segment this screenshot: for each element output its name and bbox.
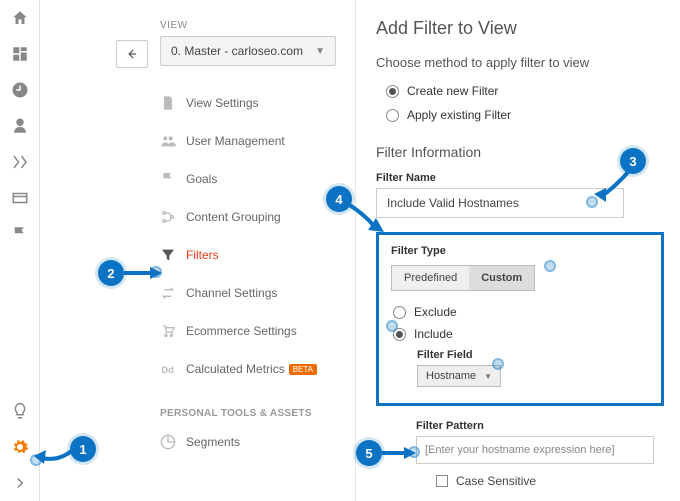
dd-icon: Dd <box>160 361 186 377</box>
step-badge-3: 3 <box>620 148 646 174</box>
flag-icon[interactable] <box>0 216 40 252</box>
nav-ecommerce[interactable]: Ecommerce Settings <box>160 312 356 350</box>
step-badge-2: 2 <box>98 260 124 286</box>
case-sensitive-checkbox[interactable] <box>436 475 448 487</box>
nav-label: Content Grouping <box>186 210 281 224</box>
step-badge-5: 5 <box>356 440 382 466</box>
filter-field-value: Hostname <box>426 370 476 382</box>
nav-label: Goals <box>186 172 217 186</box>
view-selector[interactable]: 0. Master - carloseo.com ▼ <box>160 36 336 66</box>
people-icon <box>160 133 186 149</box>
clock-icon[interactable] <box>0 72 40 108</box>
svg-text:Dd: Dd <box>161 365 174 375</box>
beta-badge: BETA <box>289 364 317 375</box>
branch-icon <box>160 209 186 225</box>
nav-channel-settings[interactable]: Channel Settings <box>160 274 356 312</box>
custom-tab[interactable]: Custom <box>469 266 534 290</box>
filter-type-label: Filter Type <box>391 245 649 257</box>
nav-label: Ecommerce Settings <box>186 324 297 338</box>
nav-label: User Management <box>186 134 285 148</box>
card-icon[interactable] <box>0 180 40 216</box>
flow-icon[interactable] <box>0 144 40 180</box>
radio-exclude[interactable] <box>393 306 406 319</box>
radio-create-label: Create new Filter <box>407 84 498 98</box>
include-label: Include <box>414 327 453 341</box>
nav-label: View Settings <box>186 96 259 110</box>
nav-user-management[interactable]: User Management <box>160 122 356 160</box>
dashboard-icon[interactable] <box>0 36 40 72</box>
personal-tools-header: PERSONAL TOOLS & ASSETS <box>160 408 356 419</box>
case-sensitive-label: Case Sensitive <box>456 474 536 488</box>
filter-field-dropdown[interactable]: Hostname ▼ <box>417 365 501 387</box>
radio-apply-label: Apply existing Filter <box>407 108 511 122</box>
step-badge-4: 4 <box>326 186 352 212</box>
nav-label: Filters <box>186 248 219 262</box>
main-panel: Add Filter to View Choose method to appl… <box>356 0 680 501</box>
bulb-icon[interactable] <box>0 393 40 429</box>
radio-create[interactable] <box>386 85 399 98</box>
radio-apply[interactable] <box>386 109 399 122</box>
filter-field-label: Filter Field <box>417 349 649 361</box>
nav-label: Calculated Metrics <box>186 362 285 376</box>
filter-pattern-placeholder: [Enter your hostname expression here] <box>425 444 615 456</box>
exclude-row[interactable]: Exclude <box>391 305 649 319</box>
highlight-dot-custom <box>544 260 556 272</box>
method-subtitle: Choose method to apply filter to view <box>376 55 664 70</box>
filter-pattern-input[interactable]: [Enter your hostname expression here] <box>416 436 654 464</box>
goal-flag-icon <box>160 171 186 187</box>
back-button[interactable] <box>116 40 148 68</box>
highlight-dot-include <box>386 320 398 332</box>
step-arrow-2 <box>122 264 162 282</box>
predefined-tab[interactable]: Predefined <box>392 266 469 290</box>
left-rail <box>0 0 40 501</box>
chevron-down-icon: ▼ <box>315 46 325 57</box>
page-title: Add Filter to View <box>376 18 664 39</box>
cart-icon <box>160 323 186 339</box>
nav-calc-metrics[interactable]: Dd Calculated Metrics BETA <box>160 350 356 388</box>
funnel-icon <box>160 247 186 263</box>
case-sensitive-row[interactable]: Case Sensitive <box>436 474 664 488</box>
chevron-down-icon: ▼ <box>484 372 492 381</box>
nav-filters[interactable]: Filters <box>160 236 356 274</box>
user-icon[interactable] <box>0 108 40 144</box>
doc-icon <box>160 95 186 111</box>
step-badge-1: 1 <box>70 436 96 462</box>
home-icon[interactable] <box>0 0 40 36</box>
view-selector-label: 0. Master - carloseo.com <box>171 44 303 58</box>
nav-column: VIEW 0. Master - carloseo.com ▼ View Set… <box>40 0 356 501</box>
filter-pattern-label: Filter Pattern <box>416 420 664 432</box>
include-row[interactable]: Include <box>391 327 649 341</box>
highlight-dot-hostname <box>492 358 504 370</box>
view-section-label: VIEW <box>160 20 188 31</box>
filter-type-toggle: Predefined Custom <box>391 265 535 291</box>
chevron-icon[interactable] <box>0 465 40 501</box>
nav-view-settings[interactable]: View Settings <box>160 84 356 122</box>
step-arrow-5 <box>380 444 416 462</box>
filter-type-box: Filter Type Predefined Custom Exclude In… <box>376 232 664 406</box>
swap-icon <box>160 285 186 301</box>
nav-label: Channel Settings <box>186 286 277 300</box>
method-apply-row[interactable]: Apply existing Filter <box>376 108 664 122</box>
segments-icon <box>160 434 186 450</box>
nav-label: Segments <box>186 435 240 449</box>
exclude-label: Exclude <box>414 305 457 319</box>
method-create-row[interactable]: Create new Filter <box>376 84 664 98</box>
nav-segments[interactable]: Segments <box>160 423 356 461</box>
